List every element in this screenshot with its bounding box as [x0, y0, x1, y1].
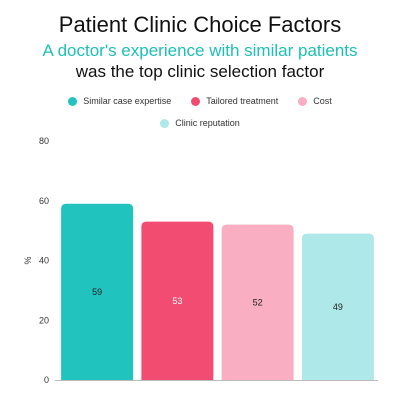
bar-value-label: 59	[92, 287, 102, 297]
y-tick-label: 40	[39, 256, 49, 266]
legend-swatch-cost	[298, 96, 308, 106]
legend-item-cost: Cost	[298, 96, 332, 106]
bar-value-label: 49	[333, 302, 343, 312]
y-tick-label: 60	[39, 196, 49, 206]
legend-item-similar-case: Similar case expertise	[68, 96, 171, 106]
legend-label-similar-case: Similar case expertise	[83, 96, 172, 106]
legend-swatch-similar-case	[68, 96, 78, 106]
legend-item-tailored-treatment: Tailored treatment	[191, 96, 278, 106]
bar-chart: 0 20 40 60 80% 59 53 52 49	[23, 136, 378, 385]
bar-value-label: 52	[253, 297, 263, 307]
bar-value-label: 53	[172, 296, 182, 306]
legend-label-tailored-treatment: Tailored treatment	[206, 96, 279, 106]
legend-item-clinic-reputation: Clinic reputation	[160, 118, 240, 128]
chart-subtitle-line2: was the top clinic selection factor	[75, 62, 325, 81]
y-tick-label: 0	[44, 375, 49, 385]
legend-label-clinic-reputation: Clinic reputation	[175, 118, 240, 128]
legend-label-cost: Cost	[313, 96, 332, 106]
chart-title: Patient Clinic Choice Factors	[58, 12, 342, 37]
bar-1	[61, 203, 134, 380]
legend-swatch-clinic-reputation	[160, 118, 170, 128]
legend-row-1: Similar case expertise Tailored treatmen…	[0, 96, 400, 106]
legend-swatch-tailored-treatment	[191, 96, 201, 106]
y-tick-label: 20	[39, 315, 49, 325]
bar-3	[221, 224, 294, 380]
bar-4	[301, 233, 374, 380]
legend-row-2: Clinic reputation	[0, 118, 400, 128]
y-tick-label: 80	[39, 136, 49, 146]
y-axis-label: %	[23, 256, 33, 264]
bar-2	[141, 221, 214, 380]
chart-subtitle: A doctor's experience with similar patie…	[42, 41, 358, 60]
